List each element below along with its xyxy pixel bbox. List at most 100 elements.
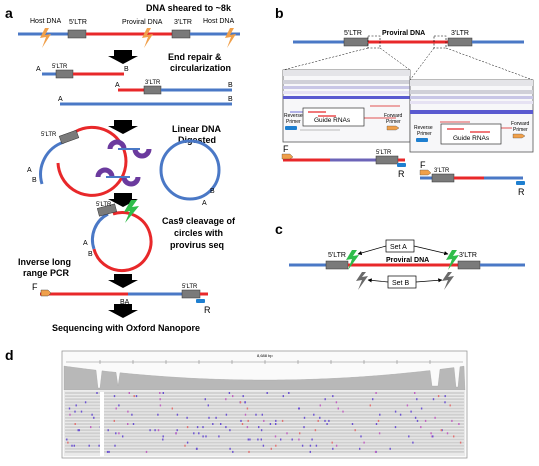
read-mismatch-mark (311, 438, 313, 441)
read-mismatch-mark (118, 404, 120, 407)
circle1-end-b: B (32, 177, 37, 184)
circle2-end-a: A (202, 200, 207, 207)
read-mismatch-mark (113, 419, 115, 422)
read-mismatch-mark (115, 407, 117, 410)
read-mismatch-mark (420, 407, 423, 410)
read-mismatch-mark (269, 423, 272, 425)
read-mismatch-mark (74, 423, 76, 425)
frag1-ltr-label: 5'LTR (52, 64, 68, 70)
panel-a-letter: a (5, 5, 13, 21)
circle3-ltr-label: 5'LTR (96, 202, 112, 208)
read-mismatch-mark (437, 395, 440, 398)
read-mismatch-mark (446, 432, 449, 435)
read-mismatch-mark (309, 444, 312, 447)
read-mismatch-mark (337, 407, 339, 410)
step-arrow-1 (108, 50, 138, 64)
alignment-view-right (409, 79, 534, 153)
read-mismatch-mark (133, 395, 135, 398)
read-mismatch-mark (303, 426, 305, 429)
read-mismatch-mark (266, 392, 268, 394)
read-mismatch-mark (88, 444, 90, 447)
read-mismatch-mark (225, 413, 228, 416)
coverage-track (63, 365, 466, 391)
read-mismatch-mark (389, 447, 391, 450)
read-mismatch-mark (280, 438, 282, 441)
read-mismatch-mark (240, 419, 242, 422)
panel-b-letter: b (275, 5, 284, 21)
frag2-end-a: A (115, 82, 120, 89)
read-mismatch-mark (416, 419, 419, 422)
product-primer-f: F (32, 282, 38, 292)
product-ltr-label: 5'LTR (182, 284, 198, 290)
b-proviral-label: Proviral DNA (382, 30, 425, 37)
read-mismatch-mark (115, 432, 117, 435)
b-product-right (420, 173, 523, 183)
frag2-ltr-label: 3'LTR (145, 80, 161, 86)
read-mismatch-mark (225, 398, 227, 401)
panel-b: b 5'LTR Proviral DNA 3'LTR (275, 5, 534, 197)
forward-primer-icon (281, 153, 294, 160)
read-mismatch-mark (108, 450, 110, 453)
read-mismatch-mark (378, 432, 381, 435)
panel-a: a DNA sheared to ~8k Host DNA 5'LTR Prov… (5, 3, 240, 333)
read-mismatch-mark (444, 395, 446, 398)
read-mismatch-mark (215, 416, 217, 419)
forward-primer-label-right-1: Forward (511, 121, 530, 127)
read-mismatch-mark (157, 429, 160, 432)
panel-c: c 5'LTR Proviral DNA 3'LTR Set A Set B (275, 221, 525, 290)
step-arrow-3 (108, 193, 138, 207)
ltr3-label: 3'LTR (174, 19, 192, 26)
read-mismatch-mark (66, 438, 68, 441)
read-mismatch-mark (281, 419, 284, 422)
read-mismatch-mark (128, 392, 130, 394)
b-left-primer-f: F (283, 144, 289, 154)
forward-primer-icon (386, 125, 400, 131)
read-mismatch-mark (432, 435, 434, 438)
panel-c-letter: c (275, 221, 283, 237)
read-mismatch-mark (162, 392, 164, 394)
read-mismatch-mark (257, 438, 259, 441)
reverse-primer-icon (516, 181, 525, 185)
circle-cas9-cleavage (90, 203, 153, 272)
c-proviral-label: Proviral DNA (386, 257, 429, 264)
read-mismatch-mark (159, 392, 161, 394)
zoom-box-right (433, 35, 447, 49)
read-mismatch-mark (416, 398, 418, 401)
read-mismatch-mark (263, 419, 265, 422)
read-mismatch-mark (410, 410, 412, 413)
forward-primer-icon (40, 289, 52, 297)
read-mismatch-mark (202, 426, 204, 429)
read-mismatch-mark (317, 419, 319, 422)
read-mismatch-mark (414, 416, 417, 419)
read-mismatch-mark (127, 410, 129, 413)
b-right-primer-f: F (420, 160, 426, 170)
read-mismatch-mark (408, 435, 410, 438)
circle3-end-b: B (88, 251, 93, 258)
read-mismatch-mark (239, 401, 242, 404)
read-mismatch-mark (186, 441, 189, 444)
lightning-icon (40, 28, 236, 48)
digested-fragments-icon (95, 139, 152, 187)
step-cas9-line1: Cas9 cleavage of (162, 216, 236, 226)
circularized-fragment-provirus (39, 125, 128, 197)
read-mismatch-mark (93, 416, 95, 419)
forward-primer-label-left-1: Forward (384, 113, 403, 119)
read-mismatch-mark (229, 429, 231, 432)
read-mismatch-mark (375, 423, 378, 425)
read-mismatch-mark (274, 435, 277, 438)
read-mismatch-mark (335, 444, 338, 447)
read-mismatch-mark (249, 438, 251, 441)
read-mismatch-mark (202, 435, 204, 438)
read-mismatch-mark (288, 392, 290, 394)
read-mismatch-mark (275, 419, 277, 422)
read-mismatch-mark (394, 426, 397, 429)
read-mismatch-mark (122, 435, 124, 438)
read-mismatch-mark (157, 413, 159, 416)
read-mismatch-mark (149, 429, 151, 432)
read-mismatch-mark (159, 404, 162, 407)
zoom-guides (282, 47, 534, 81)
b-ltr3-label: 3'LTR (451, 30, 469, 37)
read-mismatch-mark (186, 416, 188, 419)
proviral-dna-label: Proviral DNA (122, 19, 163, 26)
